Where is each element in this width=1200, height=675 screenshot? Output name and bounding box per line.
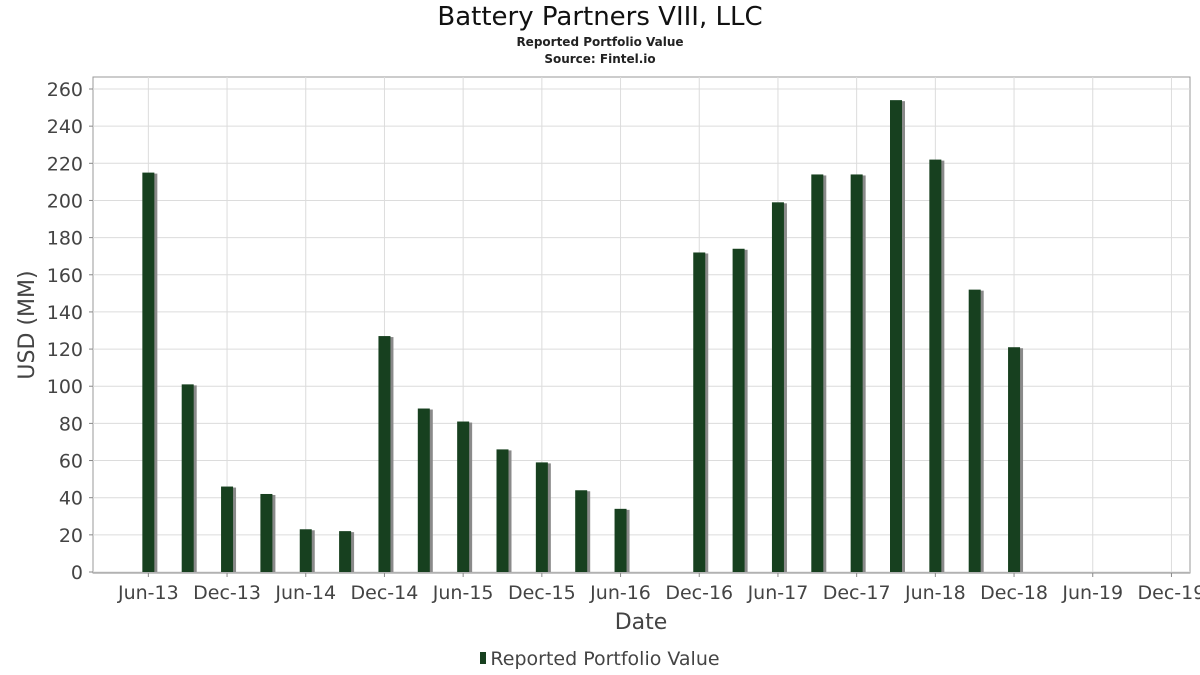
y-tick-label: 220 (47, 153, 83, 175)
x-tick-label: Dec-14 (351, 582, 419, 604)
x-tick-label: Dec-13 (193, 582, 261, 604)
x-tick-label: Jun-16 (589, 582, 651, 604)
y-tick-label: 120 (47, 339, 83, 361)
bar (1008, 347, 1021, 572)
y-tick-label: 20 (59, 525, 83, 547)
bar (260, 493, 273, 572)
chart-title: Battery Partners VIII, LLC (437, 2, 763, 32)
bar (850, 174, 863, 572)
y-tick-label: 40 (59, 488, 83, 510)
bars (142, 100, 1024, 573)
x-tick-label: Jun-14 (274, 582, 336, 604)
y-tick-label: 0 (71, 562, 83, 584)
grid-lines (92, 76, 1191, 574)
plot-area (92, 76, 1191, 574)
bar (221, 486, 234, 572)
legend-swatch (480, 652, 487, 664)
x-tick-label: Jun-15 (432, 582, 494, 604)
y-tick-label: 200 (47, 190, 83, 212)
bar (890, 100, 902, 573)
legend-label: Reported Portfolio Value (490, 648, 720, 670)
x-tick-label: Jun-19 (1061, 582, 1123, 604)
bar (929, 159, 942, 573)
bar (181, 384, 194, 572)
legend: Reported Portfolio Value (0, 648, 1200, 670)
y-tick-label: 160 (47, 265, 83, 287)
x-tick-label: Jun-13 (117, 582, 179, 604)
bar (968, 289, 981, 572)
y-tick-label: 60 (59, 451, 83, 473)
bar (142, 172, 155, 572)
y-tick-label: 80 (59, 413, 83, 435)
y-tick-label: 240 (47, 116, 83, 138)
bar (299, 529, 312, 572)
x-tick-label: Dec-19 (1138, 582, 1200, 604)
bar (417, 408, 430, 572)
x-tick-label: Dec-18 (980, 582, 1048, 604)
bar (693, 252, 706, 572)
bar (614, 508, 627, 572)
bar (535, 462, 548, 572)
x-tick-label: Dec-15 (508, 582, 576, 604)
y-tick-label: 260 (47, 79, 83, 101)
axes: 0 20 40 60 80 100 120 140 160 180 200 220 240 260 Jun-… (47, 79, 1200, 604)
y-tick-label: 180 (47, 228, 83, 250)
chart-subtitle: Reported Portfolio Value (516, 35, 684, 49)
bar (732, 248, 745, 572)
y-tick-label: 100 (47, 376, 83, 398)
x-tick-label: Jun-18 (904, 582, 966, 604)
bar (496, 449, 509, 572)
bar (339, 531, 352, 572)
x-tick-label: Dec-16 (665, 582, 733, 604)
y-axis-title: USD (MM) (15, 270, 40, 379)
bar (771, 202, 784, 573)
chart-source: Source: Fintel.io (544, 52, 656, 66)
bar (378, 336, 391, 572)
x-tick-label: Jun-17 (747, 582, 809, 604)
x-tick-label: Dec-17 (823, 582, 891, 604)
bar (457, 421, 470, 572)
y-tick-label: 140 (47, 302, 83, 324)
x-axis-title: Date (615, 610, 668, 635)
bar (575, 490, 588, 572)
bar (811, 174, 824, 572)
